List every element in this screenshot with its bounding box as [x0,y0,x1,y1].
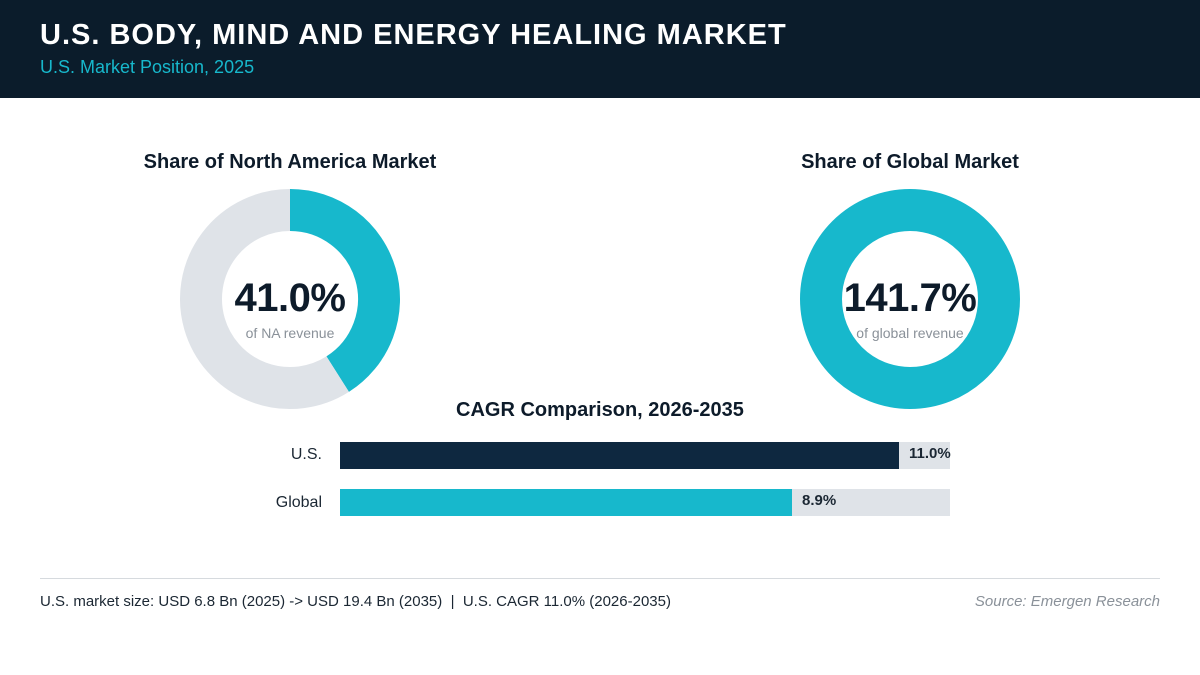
global-donut-value: 141.7% [843,276,977,320]
header-bar: U.S. BODY, MIND AND ENERGY HEALING MARKE… [0,0,1200,98]
na-donut-value: 41.0% [234,276,346,320]
footnote: U.S. market size: USD 6.8 Bn (2025) -> U… [40,593,671,610]
bar-us [340,442,899,469]
bar-global [340,489,792,516]
page-subtitle: U.S. Market Position, 2025 [40,57,255,77]
na-donut-caption: of NA revenue [245,325,335,341]
page-title: U.S. BODY, MIND AND ENERGY HEALING MARKE… [40,19,787,51]
na-donut-chart [180,189,400,409]
bar-label-global: Global [275,494,322,511]
global-donut-chart [800,189,1020,409]
global-donut-slice-us [800,189,1020,409]
bar-value-us: 11.0% [909,445,951,462]
na-donut-slice-us [289,189,400,392]
global-donut-title: Share of Global Market [801,151,1019,173]
global-donut-caption: of global revenue [856,325,964,341]
na-donut-title: Share of North America Market [143,151,437,173]
bar-value-global: 8.9% [802,492,837,509]
source-credit: Source: Emergen Research [974,593,1160,610]
cagr-chart-title: CAGR Comparison, 2026-2035 [456,399,744,421]
na-donut-slice-rest [180,189,349,409]
bar-label-us: U.S. [290,446,322,463]
footer-divider [40,578,1160,579]
